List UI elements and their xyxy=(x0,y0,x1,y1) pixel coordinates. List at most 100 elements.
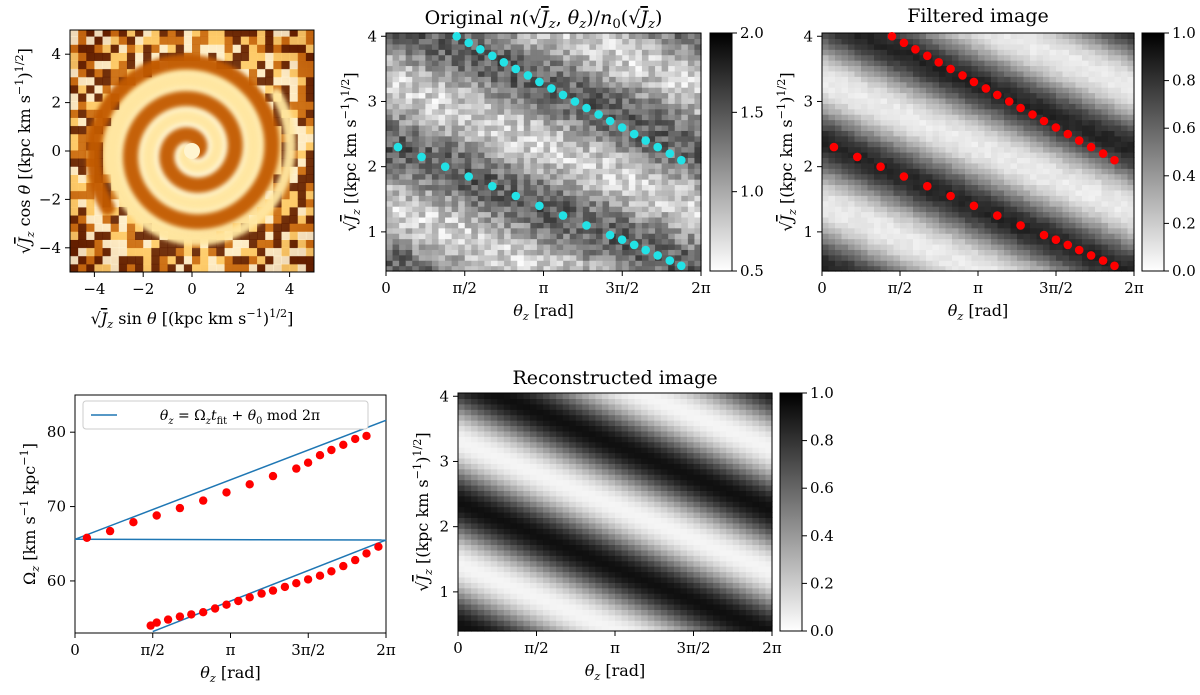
spiral-texture-cell xyxy=(86,30,95,37)
heat-cell xyxy=(464,265,472,272)
heat-cell xyxy=(984,60,992,67)
heat-cell xyxy=(971,179,979,186)
heat-cell xyxy=(464,65,472,72)
heat-cell xyxy=(550,65,558,72)
heat-cell xyxy=(1017,184,1025,191)
heat-cell xyxy=(1017,265,1025,272)
heat-cell xyxy=(1049,152,1057,159)
heat-cell xyxy=(906,152,914,159)
heat-cell xyxy=(615,130,623,137)
heat-cell xyxy=(497,243,505,250)
heat-cell xyxy=(991,97,999,104)
heat-cell xyxy=(1010,33,1018,40)
heat-cell xyxy=(615,135,623,142)
heat-cell xyxy=(694,238,702,245)
heat-cell xyxy=(971,141,979,148)
heat-cell xyxy=(1017,195,1025,202)
spiral-texture-cell xyxy=(159,255,169,265)
heat-cell xyxy=(997,200,1005,207)
heat-cell xyxy=(1056,108,1064,115)
heat-cell xyxy=(1062,249,1070,256)
spiral-texture-cell xyxy=(297,150,307,159)
heat-cell xyxy=(867,76,875,83)
heat-cell xyxy=(939,216,947,223)
heat-cell xyxy=(978,130,986,137)
heat-cell xyxy=(939,135,947,142)
heat-cell xyxy=(681,265,689,272)
spiral-texture-cell xyxy=(102,255,112,265)
heat-cell xyxy=(978,238,986,245)
heat-cell xyxy=(919,141,927,148)
heat-cell xyxy=(874,146,882,153)
heat-cell xyxy=(835,33,843,40)
heat-cell xyxy=(510,157,518,164)
heat-cell xyxy=(668,60,676,67)
heat-cell xyxy=(504,184,512,191)
heat-cell xyxy=(861,211,869,218)
heat-cell xyxy=(661,119,669,126)
heat-cell xyxy=(563,49,571,56)
heat-cell xyxy=(484,103,492,110)
heat-cell xyxy=(906,146,914,153)
heat-cell xyxy=(622,97,630,104)
heat-cell xyxy=(484,200,492,207)
heat-cell xyxy=(1010,70,1018,77)
heat-cell xyxy=(399,97,407,104)
heat-cell xyxy=(900,60,908,67)
heat-cell xyxy=(569,227,577,234)
heat-cell xyxy=(1114,260,1122,267)
heat-cell xyxy=(880,114,888,121)
heat-cell xyxy=(569,249,577,256)
heat-cell xyxy=(867,70,875,77)
heat-cell xyxy=(1004,233,1012,240)
heat-cell xyxy=(497,43,505,50)
heat-cell xyxy=(926,227,934,234)
heat-cell xyxy=(523,179,531,186)
heat-cell xyxy=(648,206,656,213)
heat-cell xyxy=(893,146,901,153)
heat-cell xyxy=(641,65,650,72)
heat-cell xyxy=(576,216,584,223)
heat-cell xyxy=(464,49,472,56)
heat-cell xyxy=(1108,119,1116,126)
heat-cell xyxy=(615,38,623,45)
heat-cell xyxy=(952,249,960,256)
data-point-upper xyxy=(946,64,955,74)
heat-cell xyxy=(971,162,979,169)
heat-cell xyxy=(1056,152,1064,159)
spiral-texture-cell xyxy=(78,30,87,37)
heat-cell xyxy=(1101,119,1109,126)
x-tick-label: 2π xyxy=(691,279,711,297)
heat-cell xyxy=(504,249,512,256)
heat-cell xyxy=(694,38,702,45)
heat-cell xyxy=(392,265,400,272)
heat-cell xyxy=(412,157,420,164)
heat-cell xyxy=(1121,162,1129,169)
heat-cell xyxy=(687,135,696,142)
heat-cell xyxy=(932,70,940,77)
heat-cell xyxy=(822,233,830,240)
heat-cell xyxy=(563,179,571,186)
heat-cell xyxy=(392,70,400,77)
heat-cell xyxy=(991,243,999,250)
heat-cell xyxy=(1017,49,1025,56)
heat-cell xyxy=(1010,184,1018,191)
heat-cell xyxy=(965,206,973,213)
heat-cell xyxy=(1049,119,1057,126)
heat-cell xyxy=(556,81,564,88)
heat-cell xyxy=(906,211,914,218)
heat-cell xyxy=(615,65,623,72)
spiral-texture-cell xyxy=(118,231,128,240)
heat-cell xyxy=(893,119,901,126)
heat-cell xyxy=(674,179,682,186)
heat-cell xyxy=(510,211,518,218)
heat-cell xyxy=(530,43,538,50)
heat-cell xyxy=(582,152,591,159)
heat-cell xyxy=(635,233,643,240)
heat-cell xyxy=(615,146,623,153)
heat-cell xyxy=(867,238,875,245)
heat-cell xyxy=(828,179,836,186)
heat-cell xyxy=(615,162,623,169)
heat-cell xyxy=(576,76,584,83)
heat-cell xyxy=(628,76,636,83)
